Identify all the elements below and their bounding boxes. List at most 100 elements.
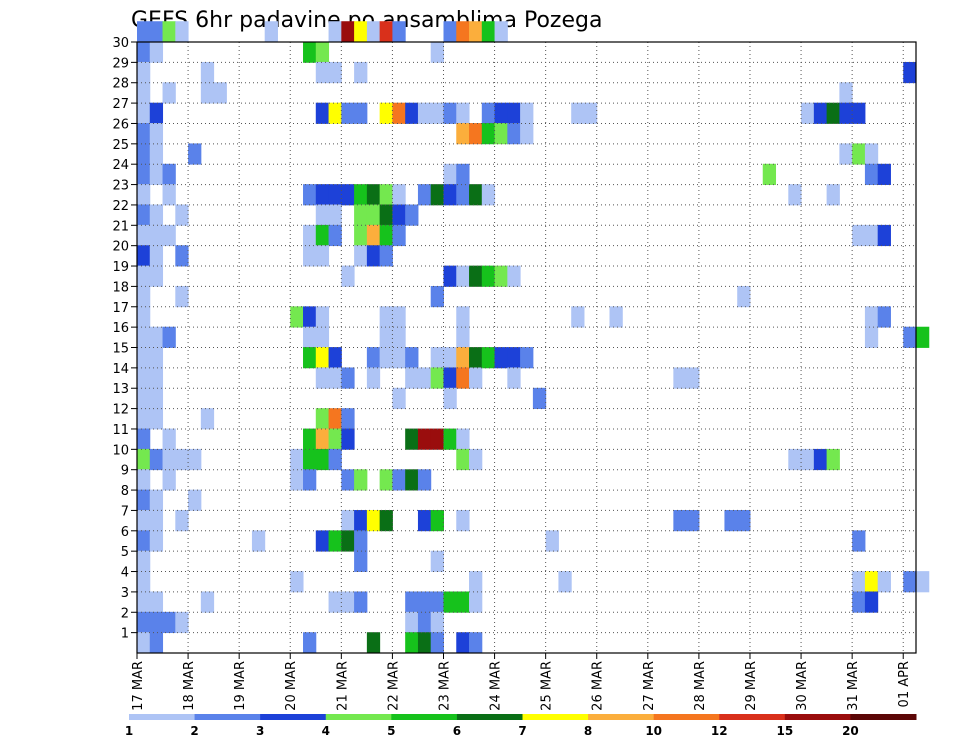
heatmap-cell (877, 306, 891, 328)
heatmap-cell (200, 408, 215, 430)
heatmap-cell (137, 143, 151, 165)
heatmap-cell (877, 571, 891, 593)
heatmap-cell (213, 82, 227, 104)
heatmap-cell (456, 265, 470, 287)
heatmap-cell (366, 204, 381, 226)
heatmap-cell (315, 184, 330, 206)
colorbar-swatch (456, 714, 523, 720)
heatmap-cell (762, 163, 777, 185)
x-tick-label: 18 MAR (182, 661, 197, 711)
heatmap-cell (379, 469, 393, 491)
colorbar-swatch (391, 714, 458, 720)
heatmap-cell (456, 591, 470, 613)
colorbar-tick-label: 5 (387, 724, 395, 738)
heatmap-cell (315, 41, 330, 63)
heatmap-cell (137, 41, 151, 63)
x-tick-label: 01 APR (897, 661, 912, 707)
heatmap-cell (341, 21, 355, 43)
heatmap-cell (405, 469, 419, 491)
heatmap-cell (341, 102, 355, 124)
heatmap-cell (149, 204, 164, 226)
heatmap-cell (341, 184, 355, 206)
heatmap-cell (456, 448, 470, 471)
heatmap-cell (149, 41, 164, 63)
heatmap-cell (430, 347, 444, 369)
colorbar-swatch (784, 714, 851, 720)
heatmap-cell (149, 245, 164, 267)
heatmap-cell (137, 387, 151, 409)
heatmap-cell (430, 286, 444, 308)
heatmap-cell (149, 143, 164, 165)
heatmap-cell (303, 428, 317, 450)
heatmap-cell (137, 204, 151, 226)
heatmap-cell (137, 184, 151, 206)
heatmap-cell (149, 448, 164, 471)
heatmap-cell (175, 510, 189, 532)
heatmap-cell (826, 184, 840, 206)
heatmap-cell (456, 123, 470, 145)
heatmap-cell (366, 21, 381, 43)
colorbar-swatch (194, 714, 261, 720)
y-tick-label: 13 (112, 382, 129, 397)
heatmap-cell (430, 428, 444, 450)
y-tick-label: 22 (112, 199, 129, 214)
heatmap-cell (583, 102, 598, 124)
heatmap-cell (788, 448, 802, 471)
heatmap-cell (826, 448, 840, 471)
heatmap-cell (149, 632, 164, 654)
heatmap-cell (137, 347, 151, 369)
heatmap-cell (328, 428, 342, 450)
heatmap-cell (430, 591, 444, 613)
heatmap-cell (137, 469, 151, 491)
heatmap-cell (175, 286, 189, 308)
heatmap-cell (456, 102, 470, 124)
heatmap-cell (149, 163, 164, 185)
heatmap-cell (354, 530, 368, 552)
colorbar-swatch (260, 714, 327, 720)
heatmap-cell (379, 184, 393, 206)
heatmap-cell (149, 102, 164, 124)
x-tick-label: 17 MAR (131, 661, 146, 711)
heatmap-cell (443, 367, 457, 389)
heatmap-cell (469, 591, 483, 613)
heatmap-cell (456, 184, 470, 206)
heatmap-cell (315, 448, 330, 471)
heatmap-cell (443, 428, 457, 450)
heatmap-cell (303, 347, 317, 369)
heatmap-cell (916, 326, 930, 348)
heatmap-cell (507, 123, 521, 145)
colorbar-tick-label: 7 (518, 724, 526, 738)
heatmap-cell (315, 326, 330, 348)
heatmap-cell (609, 306, 623, 328)
heatmap-cell (571, 306, 585, 328)
heatmap-cell (137, 163, 151, 185)
heatmap-cell (175, 245, 189, 267)
heatmap-cell (507, 367, 521, 389)
y-tick-label: 15 (112, 342, 129, 357)
heatmap-cell (392, 469, 406, 491)
heatmap-cell (162, 224, 176, 247)
heatmap-cell (290, 469, 304, 491)
heatmap-cell (852, 591, 866, 613)
heatmap-cell (264, 21, 278, 43)
heatmap-cell (864, 326, 879, 348)
colorbar-swatch (850, 714, 917, 720)
heatmap-cell (443, 347, 457, 369)
heatmap-cell (864, 306, 879, 328)
heatmap-cell (469, 123, 483, 145)
y-tick-label: 14 (112, 362, 129, 377)
heatmap-cell (456, 347, 470, 369)
heatmap-cell (315, 245, 330, 267)
heatmap-cell (354, 245, 368, 267)
heatmap-cell (392, 204, 406, 226)
x-tick-label: 28 MAR (693, 661, 708, 711)
colorbar-tick-label: 1 (125, 724, 133, 738)
heatmap-cell (137, 306, 151, 328)
colorbar-tick-label: 8 (584, 724, 592, 738)
heatmap-cell (137, 245, 151, 267)
heatmap-cell (494, 265, 508, 287)
heatmap-cell (354, 550, 368, 572)
heatmap-cell (494, 102, 508, 124)
heatmap-cell (290, 448, 304, 471)
heatmap-cell (916, 571, 930, 593)
